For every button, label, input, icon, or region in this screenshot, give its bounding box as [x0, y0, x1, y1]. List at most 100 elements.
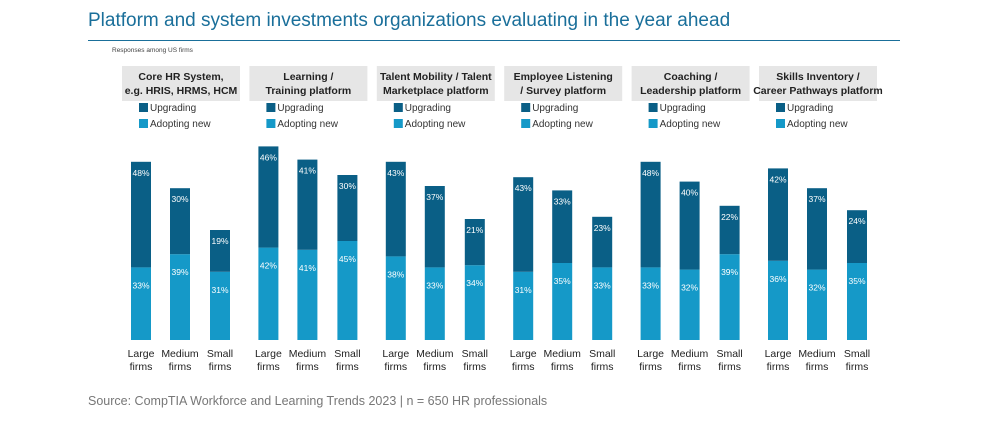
data-label-upgrading: 48%	[132, 168, 149, 178]
legend-label: Upgrading	[787, 103, 833, 114]
legend-swatch	[266, 119, 276, 128]
category-label: Large	[128, 348, 155, 360]
panel-header-bg	[122, 66, 240, 101]
data-label-upgrading: 42%	[769, 174, 786, 184]
panel-title-line: Skills Inventory /	[776, 71, 860, 83]
category-label: firms	[678, 361, 701, 373]
legend-swatch	[393, 119, 403, 128]
bar-adopting-new	[847, 263, 867, 340]
legend-swatch	[521, 103, 531, 112]
category-label: Medium	[544, 348, 582, 360]
legend-label: Upgrading	[660, 103, 706, 114]
category-label: Large	[637, 348, 664, 360]
panel-title-line: Talent Mobility / Talent	[380, 71, 492, 83]
legend-swatch	[139, 119, 148, 128]
legend-label: Upgrading	[150, 103, 196, 114]
data-label-upgrading: 33%	[554, 196, 571, 206]
legend-swatch	[139, 103, 148, 112]
category-label: Large	[510, 348, 537, 360]
bar-upgrading	[258, 146, 279, 248]
category-label: firms	[169, 361, 192, 373]
category-label: firms	[257, 361, 280, 373]
bar-upgrading	[337, 175, 358, 241]
category-label: Medium	[289, 348, 327, 360]
legend-label: Upgrading	[405, 103, 451, 114]
legend-label: Adopting new	[150, 119, 211, 130]
bar-upgrading	[719, 205, 740, 255]
data-label-upgrading: 22%	[721, 212, 738, 222]
category-label: Small	[462, 348, 488, 360]
legend-label: Adopting new	[660, 119, 721, 130]
bar-adopting-new	[679, 269, 700, 340]
category-label: firms	[551, 361, 574, 373]
bar-upgrading	[640, 161, 661, 268]
data-label-upgrading: 46%	[260, 152, 277, 162]
bar-adopting-new	[337, 241, 358, 340]
data-label-adopting-new: 33%	[132, 280, 149, 290]
legend-label: Adopting new	[787, 119, 848, 130]
bar-adopting-new	[768, 260, 788, 340]
source-note: Source: CompTIA Workforce and Learning T…	[88, 394, 548, 408]
category-label: Small	[334, 348, 360, 360]
data-label-adopting-new: 32%	[681, 283, 698, 293]
bar-upgrading	[131, 161, 151, 268]
data-label-upgrading: 48%	[642, 168, 659, 178]
legend-swatch	[393, 103, 403, 112]
category-label: Small	[207, 348, 233, 360]
panel-header-bg	[759, 66, 877, 101]
data-label-adopting-new: 35%	[554, 276, 571, 286]
category-label: firms	[639, 361, 662, 373]
bar-adopting-new	[592, 267, 613, 340]
data-label-adopting-new: 32%	[808, 283, 825, 293]
data-label-upgrading: 43%	[387, 168, 404, 178]
legend-swatch	[648, 119, 658, 128]
panel-title-line: Core HR System,	[138, 71, 223, 83]
category-label: firms	[846, 361, 869, 373]
data-label-upgrading: 43%	[515, 183, 532, 193]
legend-label: Upgrading	[532, 103, 578, 114]
data-label-adopting-new: 42%	[260, 261, 277, 271]
data-label-adopting-new: 31%	[211, 285, 228, 295]
legend-label: Upgrading	[277, 103, 323, 114]
responses-note: Responses among US firms	[112, 47, 193, 54]
panel-title-line: Career Pathways platform	[753, 85, 883, 97]
panel-header-bg	[376, 66, 495, 101]
bar-upgrading	[385, 161, 406, 257]
data-label-adopting-new: 45%	[339, 254, 356, 264]
bar-adopting-new	[258, 247, 279, 340]
legend-swatch	[648, 103, 658, 112]
category-label: Large	[765, 348, 792, 360]
bar-adopting-new	[170, 254, 190, 340]
bar-upgrading	[297, 159, 318, 250]
bar-upgrading	[768, 168, 788, 261]
category-label: Medium	[798, 348, 836, 360]
bar-upgrading	[210, 230, 230, 272]
panel-title-line: e.g. HRIS, HRMS, HCM	[125, 85, 238, 97]
bar-upgrading	[170, 188, 190, 255]
bar-upgrading	[552, 190, 573, 263]
data-label-adopting-new: 33%	[642, 280, 659, 290]
bar-adopting-new	[385, 256, 406, 340]
category-label: firms	[591, 361, 614, 373]
legend-label: Adopting new	[277, 119, 338, 130]
category-label: Small	[589, 348, 615, 360]
category-label: Large	[255, 348, 282, 360]
category-label: Medium	[416, 348, 454, 360]
panel-title-line: Employee Listening	[514, 71, 613, 83]
category-label: Small	[716, 348, 742, 360]
data-label-upgrading: 40%	[681, 188, 698, 198]
bar-upgrading	[847, 210, 867, 263]
category-label: firms	[336, 361, 359, 373]
category-label: firms	[423, 361, 446, 373]
category-label: firms	[806, 361, 829, 373]
bar-upgrading	[807, 188, 827, 270]
panel-title-line: Coaching /	[664, 71, 718, 83]
bar-adopting-new	[297, 249, 318, 340]
data-label-upgrading: 30%	[339, 181, 356, 191]
category-label: Small	[844, 348, 870, 360]
category-label: firms	[718, 361, 741, 373]
category-label: firms	[512, 361, 535, 373]
data-label-adopting-new: 36%	[769, 274, 786, 284]
data-label-upgrading: 37%	[808, 194, 825, 204]
data-label-upgrading: 30%	[171, 194, 188, 204]
